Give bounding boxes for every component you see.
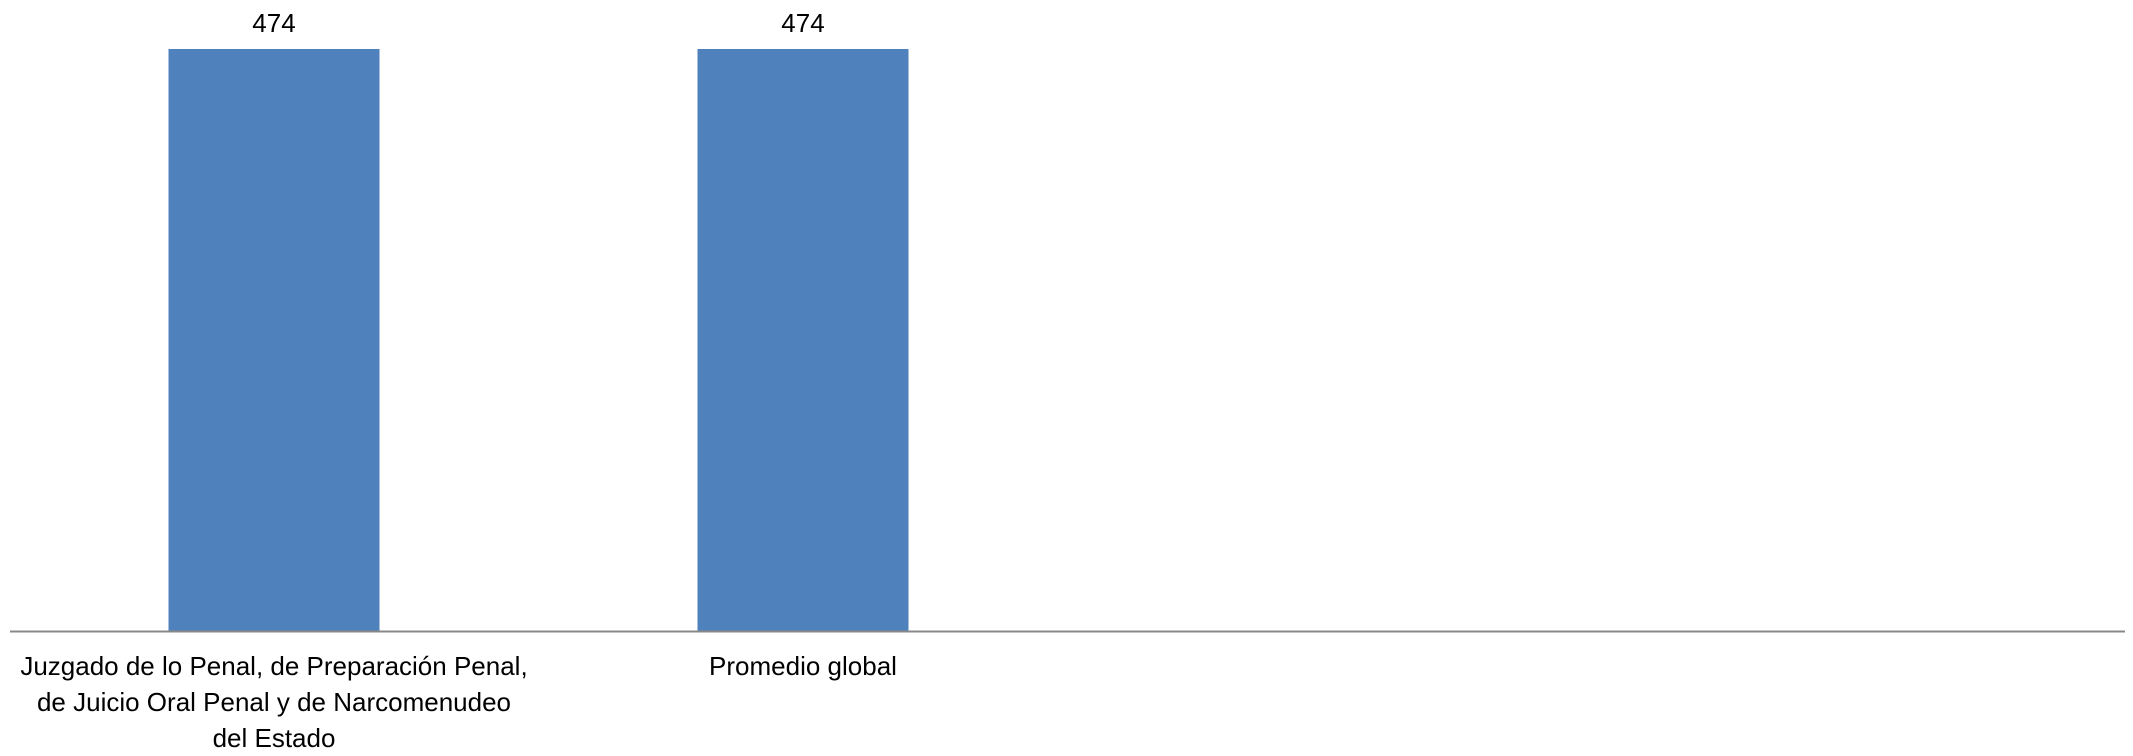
category-label-line: Promedio global — [709, 651, 897, 681]
category-label-line: del Estado — [212, 723, 336, 753]
bar — [697, 49, 909, 631]
category-label-line: de Juicio Oral Penal y de Narcomenudeo — [36, 687, 512, 717]
data-label: 474 — [252, 8, 295, 38]
category-label: Promedio global — [533, 648, 1073, 684]
data-label: 474 — [781, 8, 824, 38]
category-label: Juzgado de lo Penal, de Preparación Pena… — [4, 648, 544, 756]
bar — [168, 49, 380, 631]
category-label-line: Juzgado de lo Penal, de Preparación Pena… — [20, 651, 528, 681]
